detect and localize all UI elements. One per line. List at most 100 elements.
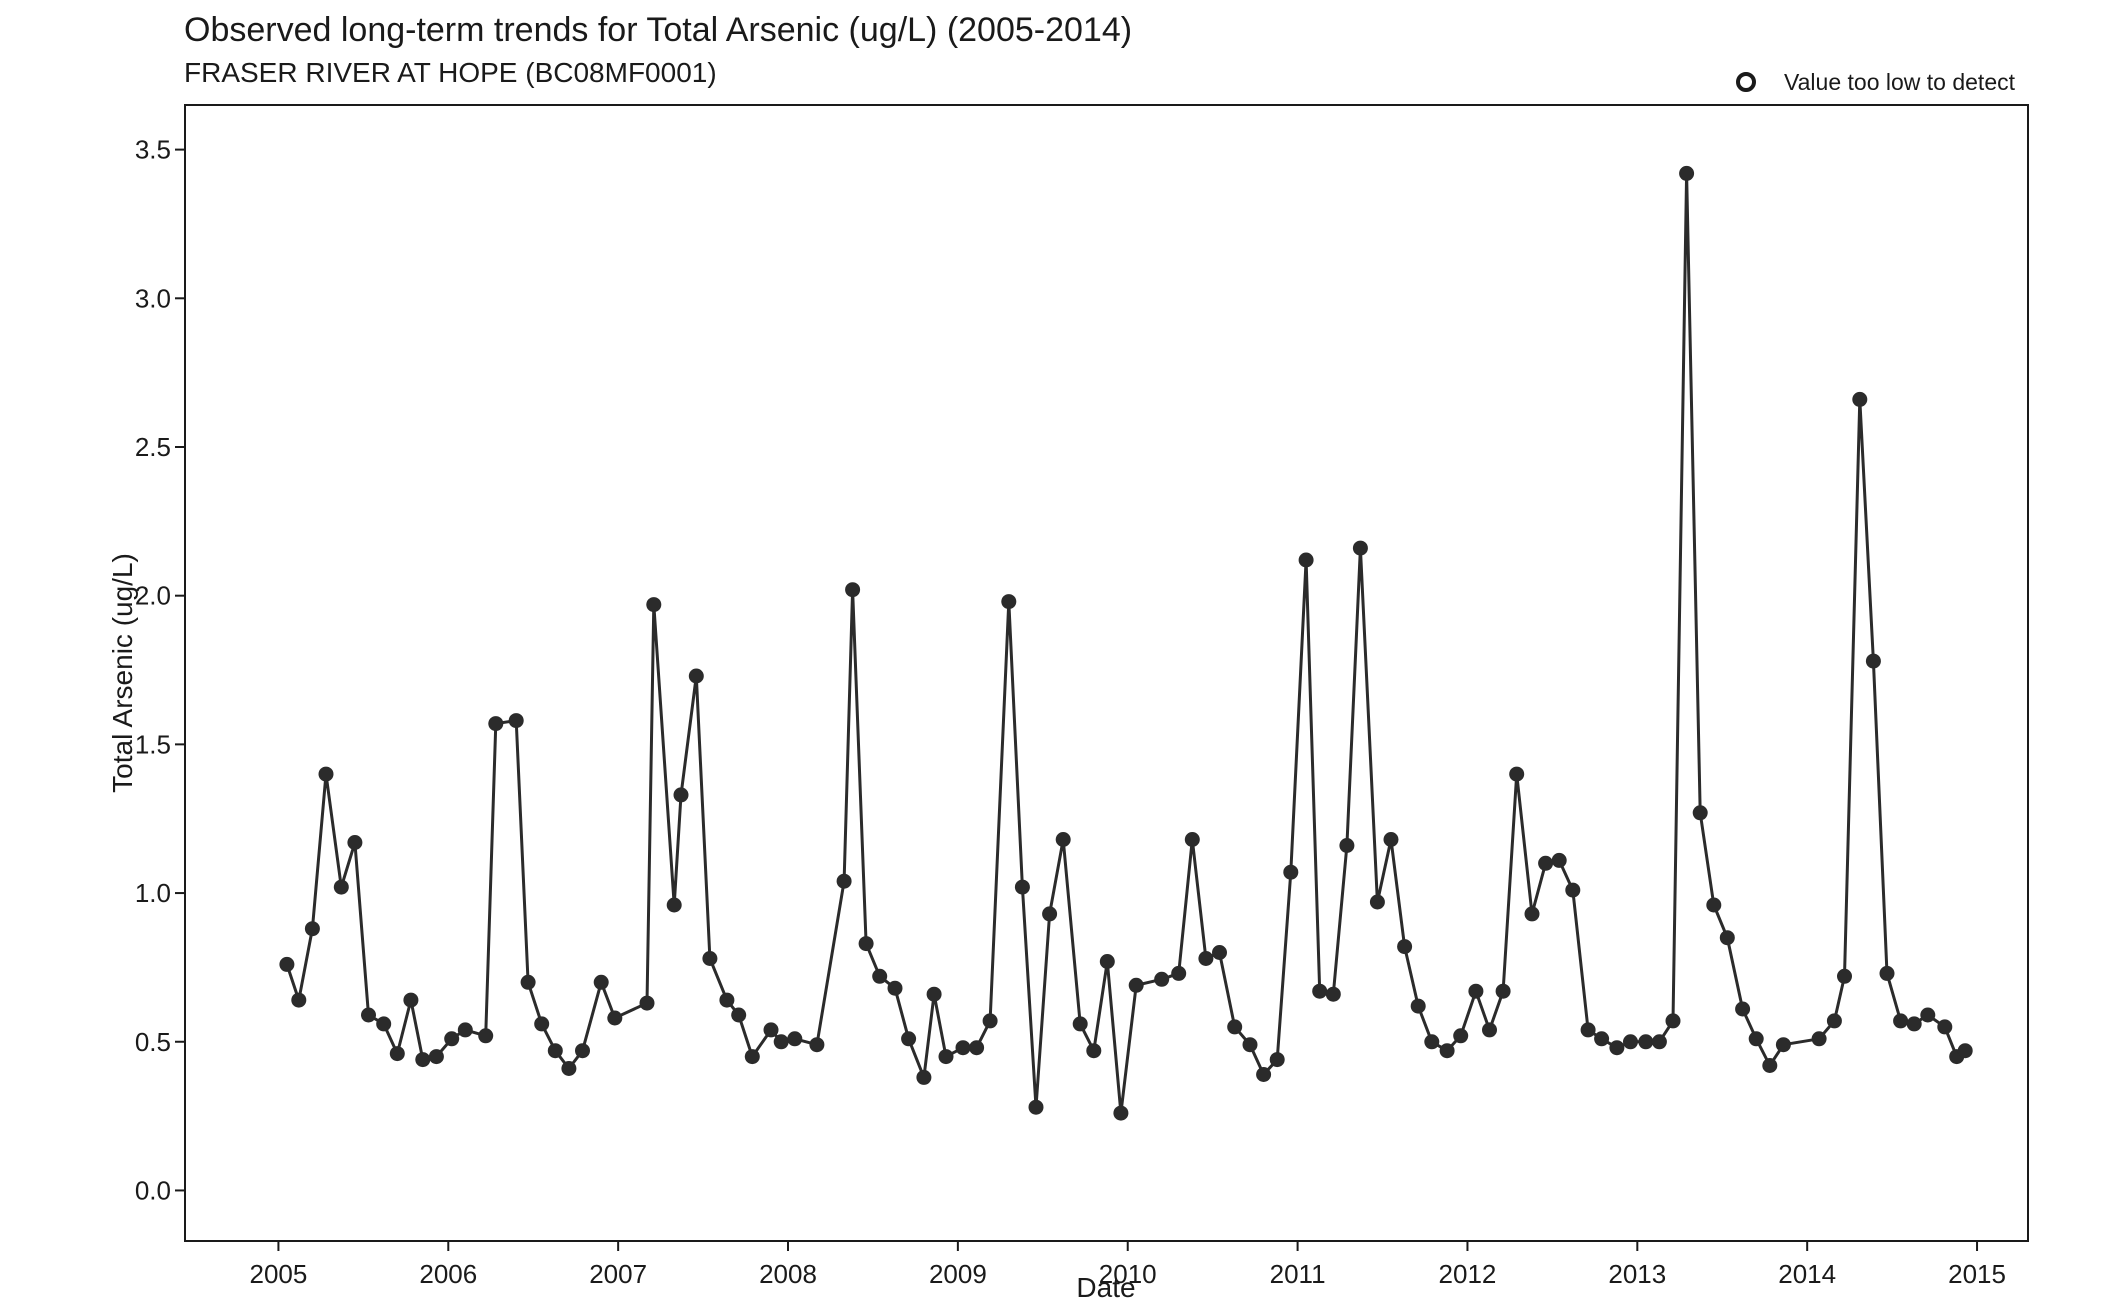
y-tick-label: 1.0	[135, 878, 171, 908]
data-point	[1735, 1001, 1751, 1017]
legend: Value too low to detect	[1736, 69, 2016, 95]
series-line	[285, 171, 1967, 1115]
data-point	[688, 668, 704, 684]
data-point	[1826, 1013, 1842, 1029]
data-point	[887, 980, 903, 996]
data-point	[1906, 1016, 1922, 1032]
data-point	[1937, 1019, 1953, 1035]
data-point	[1227, 1019, 1243, 1035]
y-tick-label: 0.5	[135, 1027, 171, 1057]
data-point	[1397, 939, 1413, 955]
data-point	[333, 879, 349, 895]
data-point	[1893, 1013, 1909, 1029]
data-point	[593, 974, 609, 990]
y-axis-label: Total Arsenic (ug/L)	[107, 553, 138, 793]
data-point	[1692, 805, 1708, 821]
data-point	[1852, 391, 1868, 407]
x-tick-label: 2011	[1270, 1259, 1326, 1289]
legend-open-circle-marker	[1736, 72, 1756, 92]
data-point	[534, 1016, 550, 1032]
data-point	[1468, 983, 1484, 999]
data-point	[1283, 864, 1299, 880]
data-point	[1879, 965, 1895, 981]
data-point	[1811, 1031, 1827, 1047]
x-tick-label: 2015	[1948, 1259, 2006, 1289]
data-point	[639, 995, 655, 1011]
data-point	[428, 1049, 444, 1065]
data-point	[982, 1013, 998, 1029]
data-point	[646, 597, 662, 613]
x-tick-label: 2013	[1608, 1259, 1666, 1289]
data-point	[547, 1043, 563, 1059]
data-point	[1312, 983, 1328, 999]
data-point	[1410, 998, 1426, 1014]
data-point	[607, 1010, 623, 1026]
data-point	[1453, 1028, 1469, 1044]
data-point	[1325, 986, 1341, 1002]
y-tick-label: 3.0	[135, 283, 171, 313]
x-tick-label: 2007	[589, 1259, 647, 1289]
data-point	[1482, 1022, 1497, 1038]
data-point	[361, 1007, 376, 1023]
data-point	[1001, 594, 1017, 610]
x-axis-label: Date	[1076, 1272, 1135, 1303]
x-tick-label: 2014	[1778, 1259, 1836, 1289]
data-point	[1014, 879, 1030, 895]
data-point	[916, 1069, 932, 1085]
data-point	[1609, 1040, 1625, 1056]
data-point	[1099, 954, 1115, 969]
series-layer	[279, 165, 1973, 1121]
data-point	[478, 1028, 494, 1044]
data-point	[1651, 1034, 1667, 1050]
data-point	[1719, 930, 1735, 946]
x-tick-label: 2009	[929, 1259, 987, 1289]
data-point	[1665, 1013, 1681, 1029]
data-point	[347, 835, 363, 850]
y-tick-label: 1.5	[135, 729, 171, 759]
x-tick-label: 2012	[1439, 1259, 1497, 1289]
data-point	[926, 986, 942, 1002]
data-point	[1383, 832, 1399, 847]
data-point	[1748, 1031, 1764, 1047]
data-point	[858, 936, 874, 952]
data-point	[1775, 1037, 1791, 1053]
plot-panel	[184, 104, 2029, 1242]
data-point	[1042, 906, 1058, 922]
data-point	[938, 1049, 954, 1065]
data-point	[744, 1049, 760, 1065]
x-tick-label: 2008	[759, 1259, 817, 1289]
data-point	[1957, 1043, 1973, 1059]
data-point	[809, 1037, 825, 1053]
data-point	[520, 974, 536, 990]
data-point	[1538, 855, 1554, 871]
data-point	[1212, 945, 1227, 960]
data-point	[787, 1031, 803, 1047]
legend-label: Value too low to detect	[1784, 69, 2016, 95]
data-point	[1424, 1034, 1440, 1050]
data-point	[389, 1046, 405, 1062]
data-point	[673, 787, 689, 803]
data-point	[1837, 968, 1852, 984]
data-point	[1072, 1016, 1088, 1032]
x-tick-label: 2006	[419, 1259, 477, 1289]
data-point	[1638, 1034, 1654, 1050]
x-tick-label: 2010	[1099, 1259, 1157, 1289]
chart-title: Observed long-term trends for Total Arse…	[184, 11, 1132, 49]
data-point	[279, 956, 295, 972]
data-point	[1028, 1099, 1044, 1115]
data-point	[1762, 1058, 1778, 1073]
data-point	[1865, 653, 1881, 669]
data-point	[836, 873, 852, 889]
data-point	[1128, 977, 1144, 993]
y-tick-label: 3.5	[135, 135, 171, 165]
x-tick-label: 2005	[250, 1259, 308, 1289]
data-point	[1339, 838, 1355, 853]
data-point	[1055, 832, 1071, 847]
data-point	[1256, 1067, 1272, 1082]
data-point	[1509, 766, 1525, 782]
data-point	[1154, 971, 1170, 987]
data-point	[1920, 1007, 1936, 1023]
data-point	[318, 766, 334, 782]
data-point	[666, 897, 682, 913]
data-point	[1369, 894, 1385, 910]
